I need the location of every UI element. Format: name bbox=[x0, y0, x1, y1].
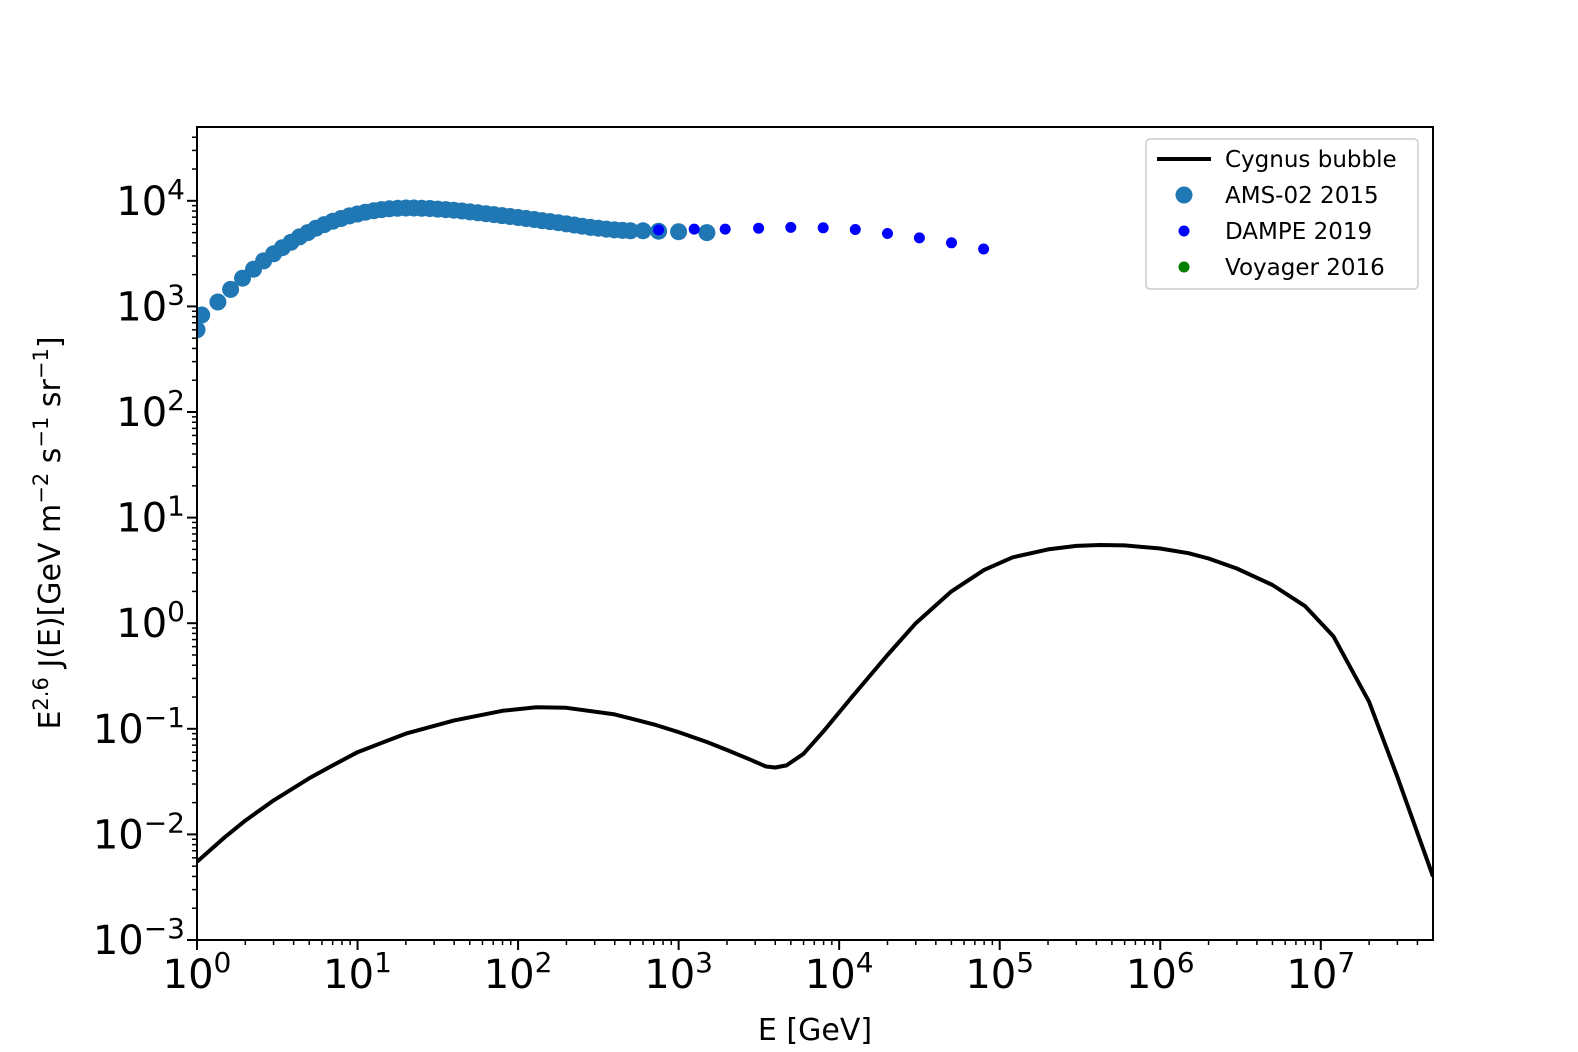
data-point-dampe-2019 bbox=[753, 222, 765, 234]
legend-label-ams-02: AMS-02 2015 bbox=[1225, 183, 1379, 209]
y-tick-label: 102 bbox=[116, 384, 185, 436]
data-point-ams-02-2015 bbox=[698, 224, 716, 242]
y-tick-label: 100 bbox=[116, 595, 185, 647]
data-point-dampe-2019 bbox=[653, 224, 665, 236]
data-point-dampe-2019 bbox=[946, 237, 957, 249]
ticks-layer: 100 101 102 103 104 105 106 107 10−3 10−2 10−1 100 1… bbox=[93, 136, 1419, 998]
data-point-ams-02-2015 bbox=[670, 223, 688, 241]
series-layer bbox=[197, 199, 1433, 878]
x-tick-label: 101 bbox=[323, 946, 392, 998]
data-point-ams-02-2015 bbox=[222, 280, 240, 298]
data-point-dampe-2019 bbox=[719, 223, 731, 235]
data-point-dampe-2019 bbox=[688, 223, 700, 235]
data-point-ams-02-2015 bbox=[621, 222, 639, 240]
data-point-dampe-2019 bbox=[849, 224, 861, 235]
data-point-ams-02-2015 bbox=[197, 306, 211, 324]
data-point-ams-02-2015 bbox=[634, 222, 652, 240]
data-point-dampe-2019 bbox=[978, 243, 990, 255]
legend-marker-voyager bbox=[1178, 261, 1190, 273]
x-tick-label: 104 bbox=[805, 946, 874, 998]
legend-label-cygnus-bubble: Cygnus bubble bbox=[1225, 147, 1397, 173]
x-tick-label: 106 bbox=[1126, 946, 1195, 998]
data-point-dampe-2019 bbox=[785, 221, 797, 233]
series-line-cygnus-bubble bbox=[197, 543, 1433, 878]
x-tick-label: 107 bbox=[1286, 946, 1355, 998]
data-point-dampe-2019 bbox=[913, 232, 925, 244]
legend-marker-dampe bbox=[1178, 225, 1190, 237]
legend-label-voyager: Voyager 2016 bbox=[1225, 255, 1385, 281]
y-axis-label: E2.6 J(E)[GeV m−2 s−1 sr−1] bbox=[29, 336, 68, 729]
y-tick-label: 101 bbox=[116, 490, 185, 542]
legend-marker-ams-02 bbox=[1175, 186, 1193, 204]
y-tick-label: 104 bbox=[116, 173, 185, 225]
data-point-dampe-2019 bbox=[882, 228, 893, 239]
x-tick-label: 100 bbox=[163, 946, 232, 998]
x-tick-label: 105 bbox=[965, 946, 1034, 998]
x-tick-label: 102 bbox=[484, 946, 553, 998]
data-point-ams-02-2015 bbox=[197, 321, 206, 339]
legend-box bbox=[1145, 138, 1419, 290]
y-tick-label: 10−1 bbox=[93, 701, 185, 753]
x-axis-label: E [GeV] bbox=[758, 1013, 872, 1048]
x-tick-label: 103 bbox=[644, 946, 713, 998]
legend: Cygnus bubble AMS-02 2015 DAMPE 2019 Voy… bbox=[1145, 138, 1419, 290]
data-point-dampe-2019 bbox=[817, 222, 829, 234]
data-point-ams-02-2015 bbox=[209, 293, 227, 311]
y-tick-label: 103 bbox=[116, 278, 185, 330]
y-tick-label: 10−2 bbox=[93, 806, 185, 858]
y-tick-label: 10−3 bbox=[93, 912, 185, 964]
legend-label-dampe: DAMPE 2019 bbox=[1225, 219, 1372, 245]
